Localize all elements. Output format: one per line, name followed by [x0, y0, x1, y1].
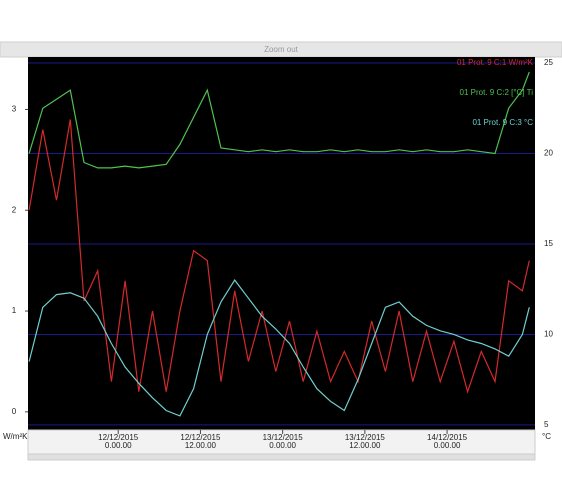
y-axis-label: W/m²K	[3, 432, 28, 441]
y2-axis-label: °C	[542, 432, 551, 441]
x-tick-label: 0.00.00	[105, 441, 132, 450]
x-tick-label: 12/12/2015	[180, 433, 221, 442]
legend-entry: 01 Prot. 9 C:3 °C	[472, 118, 533, 127]
legend-entry: 01 Prot. 9 C:1 W/m²K	[457, 58, 534, 67]
series-line	[28, 71, 530, 169]
scrollbar[interactable]	[27, 453, 536, 461]
zoom-out-button[interactable]: Zoom out	[264, 45, 299, 54]
y2-tick-label: 10	[544, 330, 553, 339]
y-tick-label: 0	[12, 407, 17, 416]
x-tick-label: 14/12/2015	[427, 433, 468, 442]
y-tick-label: 1	[12, 306, 17, 315]
series-line	[28, 279, 530, 417]
x-tick-label: 12/12/2015	[98, 433, 139, 442]
x-tick-label: 13/12/2015	[263, 433, 304, 442]
series-line	[28, 119, 530, 394]
y2-tick-label: 15	[544, 239, 553, 248]
x-axis-area	[27, 429, 536, 455]
y2-tick-label: 25	[544, 58, 553, 67]
y-tick-label: 3	[12, 105, 17, 114]
x-tick-label: 0.00.00	[434, 441, 461, 450]
x-tick-label: 12.00.00	[185, 441, 217, 450]
y-tick-label: 2	[12, 205, 17, 214]
y2-tick-label: 20	[544, 149, 553, 158]
y2-tick-label: 5	[544, 420, 549, 429]
x-tick-label: 13/12/2015	[345, 433, 386, 442]
x-tick-label: 12.00.00	[349, 441, 381, 450]
legend-entry: 01 Prot. 9 C:2 [°C] Ti	[460, 88, 534, 97]
x-tick-label: 0.00.00	[269, 441, 296, 450]
